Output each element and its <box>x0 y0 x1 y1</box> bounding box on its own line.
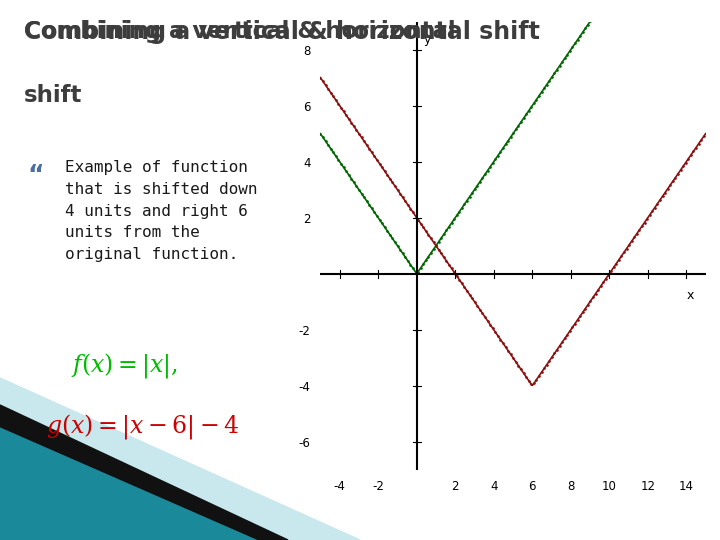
Text: $f(x)=|x|,$: $f(x)=|x|,$ <box>71 350 179 380</box>
Text: Combining a vertical & horizontal shift: Combining a vertical & horizontal shift <box>24 21 540 44</box>
Text: Example of function
that is shifted down
4 units and right 6
units from the
orig: Example of function that is shifted down… <box>65 160 258 262</box>
Text: y: y <box>423 33 431 46</box>
Text: $g(x)=|x-6|-4$: $g(x)=|x-6|-4$ <box>46 413 239 441</box>
Text: shift: shift <box>24 84 82 107</box>
Text: “: “ <box>27 163 44 187</box>
Polygon shape <box>0 378 360 540</box>
Text: x: x <box>686 289 694 302</box>
Text: Combining a vertical & horizontal: Combining a vertical & horizontal <box>24 21 456 43</box>
Polygon shape <box>0 421 274 540</box>
Polygon shape <box>0 405 288 540</box>
